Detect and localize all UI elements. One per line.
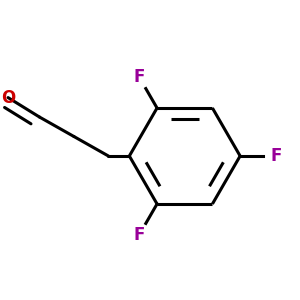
Text: O: O — [1, 88, 15, 106]
Text: F: F — [270, 147, 282, 165]
Text: F: F — [134, 68, 145, 86]
Text: F: F — [134, 226, 145, 244]
